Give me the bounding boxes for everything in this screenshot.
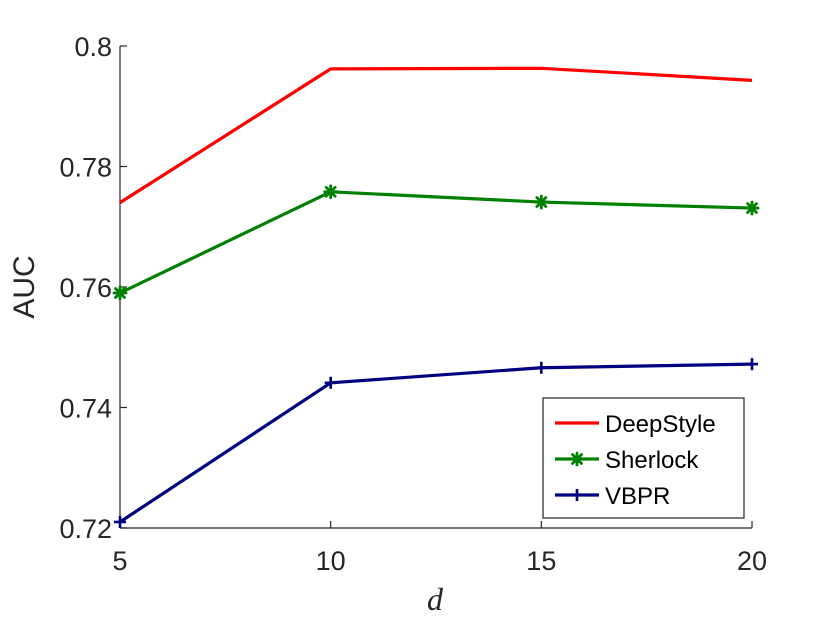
y-tick-label: 0.72 (59, 514, 112, 544)
x-axis-label: d (427, 581, 444, 617)
y-tick-label: 0.74 (59, 394, 112, 424)
data-point-sherlock (323, 184, 339, 200)
x-tick-label: 5 (112, 546, 127, 576)
x-tick-label: 15 (526, 546, 556, 576)
data-point-vbpr (746, 358, 758, 371)
data-point-sherlock (533, 194, 549, 210)
y-tick-label: 0.78 (59, 153, 112, 183)
series-line-vbpr (119, 362, 753, 524)
series-line-sherlock (119, 190, 753, 295)
y-tick-label: 0.8 (74, 32, 112, 62)
legend-label-sherlock: Sherlock (605, 447, 699, 474)
legend-label-vbpr: VBPR (605, 483, 670, 510)
series-vbpr (114, 358, 758, 528)
y-axis-label: AUC (8, 255, 41, 318)
legend-item-deepstyle: DeepStyle (555, 411, 716, 438)
axes: 5 10 15 20 0.72 0.74 0.76 0.78 0.8 (59, 32, 767, 576)
legend-item-vbpr: VBPR (555, 483, 670, 510)
legend-item-sherlock: Sherlock (555, 447, 699, 474)
legend-marker-sherlock (569, 451, 585, 467)
plot-series (112, 66, 760, 528)
legend: DeepStyle Sherlock VBPR (542, 397, 745, 519)
series-sherlock (112, 184, 760, 301)
data-point-vbpr (324, 376, 337, 389)
data-point-vbpr (535, 361, 548, 374)
legend-label-deepstyle: DeepStyle (605, 411, 716, 438)
series-deepstyle (119, 66, 753, 205)
legend-marker-vbpr (571, 489, 583, 501)
data-point-vbpr (114, 515, 126, 528)
data-point-sherlock (744, 200, 760, 216)
data-point-sherlock (112, 285, 128, 301)
series-line-deepstyle (119, 66, 753, 205)
x-tick-label: 10 (316, 546, 346, 576)
x-tick-label: 20 (737, 546, 767, 576)
y-tick-label: 0.76 (59, 273, 112, 303)
